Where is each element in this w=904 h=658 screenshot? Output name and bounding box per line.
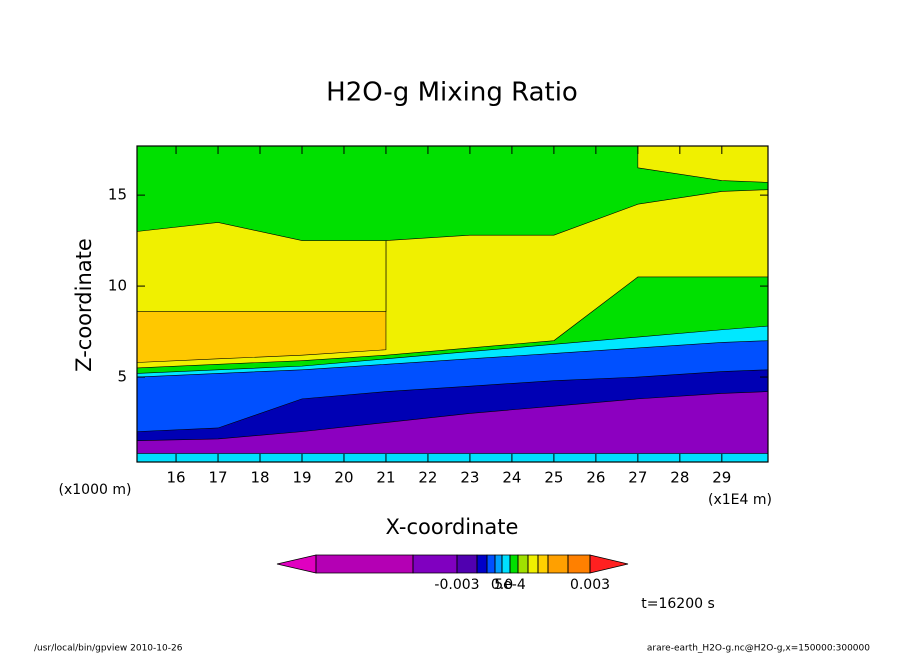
y-unit: (x1000 m)	[59, 482, 132, 498]
footer-left: /usr/local/bin/gpview 2010-10-26	[34, 644, 183, 654]
colorbar-segment	[567, 554, 591, 574]
y-tick-label: 5	[117, 368, 127, 386]
colorbar-segment	[547, 554, 569, 574]
x-tick-label: 26	[586, 469, 605, 487]
contour-band	[637, 146, 768, 183]
colorbar-segment	[501, 554, 511, 574]
x-tick-label: 22	[418, 469, 437, 487]
time-label: t=16200 s	[641, 596, 715, 612]
colorbar-tick-label: 0.0	[491, 577, 513, 593]
x-tick-label: 23	[460, 469, 479, 487]
x-tick-label: 27	[628, 469, 647, 487]
x-tick-label: 29	[712, 469, 731, 487]
colorbar-segment	[276, 554, 317, 574]
plot-frame	[136, 145, 769, 463]
x-tick-label: 28	[670, 469, 689, 487]
x-tick-label: 18	[250, 469, 269, 487]
y-tick-label: 10	[108, 277, 127, 295]
x-tick-label: 21	[376, 469, 395, 487]
colorbar-segment	[476, 554, 488, 574]
footer-right: arare-earth_H2O-g.nc@H2O-g,x=150000:3000…	[647, 644, 870, 654]
colorbar-segment	[494, 554, 503, 574]
colorbar-segment	[486, 554, 496, 574]
x-tick-label: 17	[208, 469, 227, 487]
x-tick-label: 16	[166, 469, 185, 487]
colorbar-segment	[517, 554, 529, 574]
x-unit: (x1E4 m)	[708, 492, 772, 508]
x-axis-label: X-coordinate	[386, 515, 519, 539]
y-tick-label: 15	[108, 186, 127, 204]
colorbar-segment	[527, 554, 539, 574]
colorbar-segment	[412, 554, 458, 574]
colorbar-segment	[589, 554, 629, 574]
contour-field	[137, 146, 768, 462]
colorbar-segment	[537, 554, 549, 574]
contour-band	[137, 146, 768, 241]
colorbar-tick-label: 0.003	[570, 577, 610, 593]
colorbar-segment	[315, 554, 414, 574]
x-tick-label: 19	[292, 469, 311, 487]
colorbar-segment	[509, 554, 519, 574]
colorbar-segment	[456, 554, 478, 574]
colorbar-tick-label: -0.003	[434, 577, 479, 593]
x-tick-label: 24	[502, 469, 521, 487]
y-axis-label: Z-coordinate	[72, 238, 96, 372]
chart-title: H2O-g Mixing Ratio	[326, 78, 578, 108]
x-tick-label: 20	[334, 469, 353, 487]
x-tick-label: 25	[544, 469, 563, 487]
colorbar-tick-label: 5e-4	[494, 577, 526, 593]
